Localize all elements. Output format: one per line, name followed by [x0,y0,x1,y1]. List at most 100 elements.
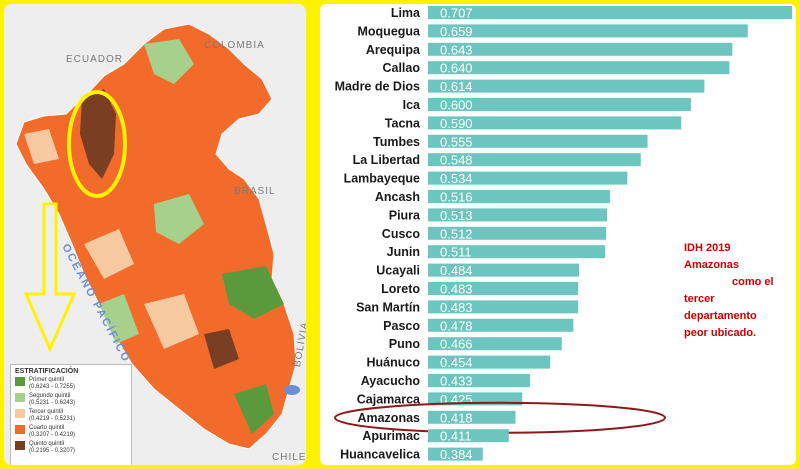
legend-range: (0.3207 - 0.4219) [29,432,76,438]
value-label: 0.384 [440,447,473,462]
region-green-center [154,194,204,244]
peru-map [4,4,306,465]
bar-puno [428,337,562,351]
category-label: Ica [403,98,421,112]
bar-apurimac [428,429,509,443]
value-label: 0.548 [440,153,473,168]
category-label: La Libertad [353,153,420,167]
amazonas-highlight-circle [67,90,127,198]
value-label: 0.511 [440,245,472,260]
value-label: 0.659 [440,24,473,39]
category-label: Lima [391,6,421,20]
value-label: 0.600 [440,98,473,113]
bar-la-libertad [428,153,641,167]
label-brasil: BRASIL [234,186,276,197]
down-arrow [23,202,77,353]
legend-swatch [15,425,25,434]
annotation-line6: peor ubicado. [684,327,757,339]
legend-name: Primer quintil [29,377,65,383]
category-label: Puno [389,337,421,351]
value-label: 0.534 [440,171,473,186]
value-label: 0.478 [440,318,473,333]
bar-ucayali [428,263,580,277]
category-label: Piura [389,208,421,222]
value-label: 0.483 [440,300,473,315]
lake-titicaca [284,385,300,395]
region-tan-2 [144,294,199,349]
bar-lambayeque [428,171,628,185]
legend-name: Segundo quintil [29,393,71,399]
legend-swatch [15,377,25,386]
bar-amazonas [428,410,516,424]
bar-tumbes [428,134,648,148]
bar-junin [428,245,606,259]
category-label: Junin [387,245,420,259]
category-label: Apurimac [362,429,420,443]
legend-item: Primer quintil (0.6243 - 0.7255) [15,377,127,391]
bar-madre-de-dios [428,79,705,93]
bar-hu-nuco [428,355,551,369]
value-label: 0.643 [440,42,473,57]
annotation-line5: departamento [684,310,757,322]
legend-range: (0.4219 - 0.5231) [29,416,76,422]
bar-cusco [428,226,607,240]
region-tan-1 [84,229,134,279]
bar-ayacucho [428,374,530,387]
category-label: San Martín [356,300,420,314]
bar-huancavelica [428,447,483,461]
bar-lima [428,6,792,19]
map-panel: ECUADOR COLOMBIA BRASIL BOLIVIA CHILE OC… [4,4,306,465]
category-label: Cajamarca [357,392,421,406]
value-label: 0.454 [440,355,473,370]
bar-callao [428,61,730,75]
legend-title: ESTRATIFICACIÓN [15,368,79,375]
category-label: Ancash [375,190,420,204]
region-green-south [234,384,274,434]
category-label: Lambayeque [344,172,420,186]
label-chile: CHILE [272,452,306,463]
legend-swatch [15,393,25,402]
legend-item: Quinto quintil (0.2195 - 0.3207) [15,441,127,455]
annotation-title: IDH 2019 [684,242,731,254]
bar-pasco [428,318,574,332]
value-label: 0.512 [440,226,473,241]
region-green-east [222,266,284,319]
legend-range: (0.6243 - 0.7255) [29,384,76,390]
bar-ancash [428,190,610,203]
value-label: 0.433 [440,374,473,389]
annotation-line3: como el [732,276,774,288]
map-legend: ESTRATIFICACIÓN Primer quintil (0.6243 - … [10,364,132,465]
value-label: 0.483 [440,282,473,297]
bar-loreto [428,282,579,295]
bar-arequipa [428,42,733,56]
label-colombia: COLOMBIA [204,40,265,51]
value-label: 0.418 [440,410,473,425]
category-label: Callao [382,61,420,75]
category-label: Tacna [385,116,421,130]
legend-name: Tercer quintil [29,409,64,415]
category-label: Ayacucho [361,374,421,388]
value-label: 0.590 [440,116,473,131]
annotation-line2: Amazonas [684,259,740,271]
value-label: 0.614 [440,79,473,94]
value-label: 0.516 [440,190,473,205]
category-label: Pasco [383,319,420,333]
legend-item: Segundo quintil (0.5231 - 0.6243) [15,393,127,407]
legend-swatch [15,409,25,418]
legend-swatch [15,441,25,450]
region-tan-3 [24,129,59,164]
category-label: Amazonas [357,411,420,425]
category-label: Moquegua [358,24,422,38]
annotation-line4: tercer [684,293,715,305]
region-green-north [144,39,194,84]
category-label: Ucayali [376,264,420,278]
legend-range: (0.5231 - 0.6243) [29,400,76,406]
bar-piura [428,208,608,222]
value-label: 0.425 [440,392,473,407]
category-label: Huancavelica [340,448,421,462]
bar-chart: Lima 0.707 Moquegua 0.659 Arequipa 0.643 Calla… [334,6,792,462]
value-label: 0.555 [440,134,473,149]
value-label: 0.513 [440,208,473,223]
region-brown-2 [204,329,239,369]
legend-name: Quinto quintil [29,441,65,447]
